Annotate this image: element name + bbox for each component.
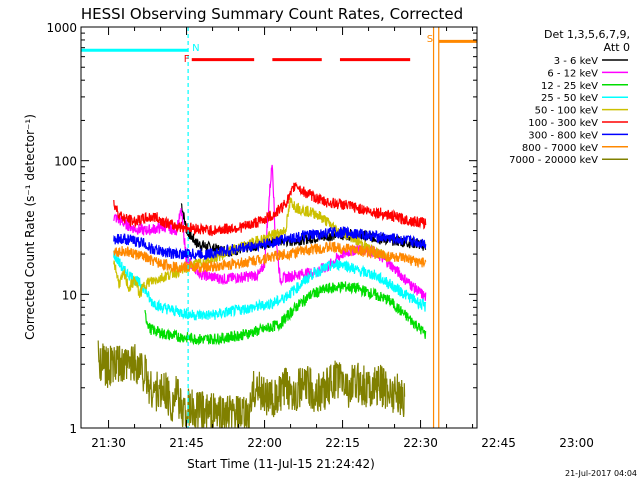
legend-label-1: 3 - 6 keV — [554, 56, 598, 67]
y-tick-label-100: 100 — [54, 155, 77, 169]
series-line-6 — [113, 182, 427, 237]
y-axis-label: Corrected Count Rate (s⁻¹ detector⁻¹) — [23, 114, 37, 340]
x-tick-label-2230: 22:30 — [403, 436, 438, 450]
x-tick-label-2130: 21:30 — [91, 436, 126, 450]
legend-label-5: 50 - 100 keV — [535, 106, 599, 117]
x-tick-label-2300: 23:00 — [559, 436, 594, 450]
footer-date: 21-Jul-2017 04:04 — [565, 469, 637, 478]
legend-label-8: 800 - 7000 keV — [522, 143, 598, 154]
legend-header-line-1: Det 1,3,5,6,7,9, — [544, 28, 630, 41]
legend-label-3: 12 - 25 keV — [541, 81, 598, 92]
marker-label-n: N — [192, 43, 199, 54]
x-tick-label-2245: 22:45 — [481, 436, 516, 450]
legend-label-2: 6 - 12 keV — [547, 68, 598, 79]
plot-frame — [80, 26, 478, 429]
series-line-3 — [144, 281, 427, 346]
legend-label-4: 25 - 50 keV — [541, 93, 598, 104]
series-line-7 — [113, 226, 427, 261]
y-tick-label-1: 1 — [69, 422, 77, 436]
legend-label-6: 100 - 300 keV — [528, 118, 598, 129]
x-tick-label-2215: 22:15 — [325, 436, 360, 450]
x-tick-label-2145: 21:45 — [169, 436, 204, 450]
chart-title: HESSI Observing Summary Count Rates, Cor… — [81, 5, 463, 23]
series-line-9 — [97, 340, 406, 428]
legend-label-9: 7000 - 20000 keV — [509, 155, 598, 166]
series-line-4 — [113, 250, 427, 321]
series-line-8 — [113, 240, 427, 274]
x-axis-label: Start Time (11-Jul-15 21:24:42) — [187, 457, 375, 471]
marker-label-f: F — [184, 54, 190, 65]
plot-content — [81, 27, 477, 428]
y-tick-label-10: 10 — [62, 288, 77, 302]
marker-label-s: S — [427, 34, 433, 45]
plot-area: NF S 1 10 100 1000 21:30 21:45 22:00 22:15 22:30 22… — [46, 21, 593, 450]
y-tick-label-1000: 1000 — [46, 21, 77, 35]
x-tick-label-2200: 22:00 — [247, 436, 282, 450]
legend-header-line-2: Att 0 — [604, 41, 630, 54]
legend-label-7: 300 - 800 keV — [528, 130, 598, 141]
